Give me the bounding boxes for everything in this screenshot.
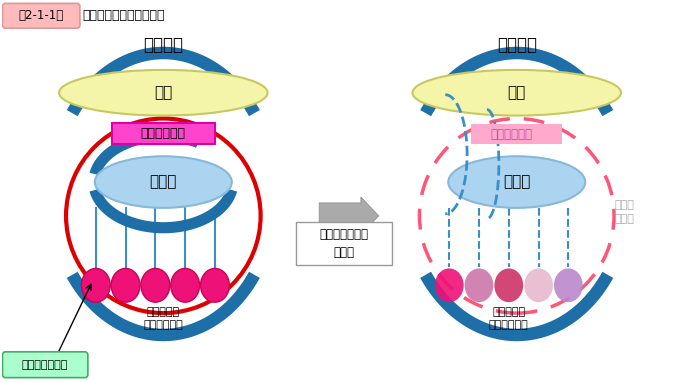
Text: 相互依存関係: 相互依存関係 — [141, 127, 185, 140]
Ellipse shape — [435, 269, 464, 302]
Ellipse shape — [141, 269, 170, 302]
Text: 受託加工が中心: 受託加工が中心 — [22, 360, 69, 370]
FancyBboxPatch shape — [112, 123, 215, 144]
Text: 関係の
希薄化: 関係の 希薄化 — [614, 200, 634, 224]
Ellipse shape — [412, 70, 621, 115]
Ellipse shape — [524, 269, 553, 302]
Ellipse shape — [171, 269, 199, 302]
Text: 市場: 市場 — [154, 85, 172, 100]
Ellipse shape — [464, 269, 493, 302]
Text: 相互依存関係: 相互依存関係 — [491, 128, 532, 141]
Text: グローバル化の
進展等: グローバル化の 進展等 — [319, 228, 368, 259]
Text: 市場: 市場 — [508, 85, 526, 100]
FancyBboxPatch shape — [296, 222, 392, 265]
Ellipse shape — [95, 156, 232, 208]
Ellipse shape — [554, 269, 583, 302]
FancyBboxPatch shape — [3, 352, 88, 378]
FancyBboxPatch shape — [3, 3, 80, 28]
FancyArrow shape — [319, 197, 379, 235]
Ellipse shape — [111, 269, 140, 302]
Text: 大企業: 大企業 — [503, 175, 530, 189]
Text: ＜従来＞: ＜従来＞ — [144, 36, 183, 54]
Text: 中小企業・
小規模事業者: 中小企業・ 小規模事業者 — [144, 307, 183, 330]
Text: 中小企業・
小規模事業者: 中小企業・ 小規模事業者 — [489, 307, 529, 330]
Text: ＜現在＞: ＜現在＞ — [497, 36, 537, 54]
Ellipse shape — [448, 156, 585, 208]
Text: 第2-1-1図: 第2-1-1図 — [19, 9, 64, 22]
Text: 大企業: 大企業 — [150, 175, 177, 189]
Ellipse shape — [59, 70, 267, 115]
FancyBboxPatch shape — [471, 125, 563, 144]
Ellipse shape — [82, 269, 110, 302]
Text: 企業の取引構造の変容: 企業の取引構造の変容 — [82, 9, 164, 22]
Ellipse shape — [201, 269, 229, 302]
Ellipse shape — [495, 269, 523, 302]
